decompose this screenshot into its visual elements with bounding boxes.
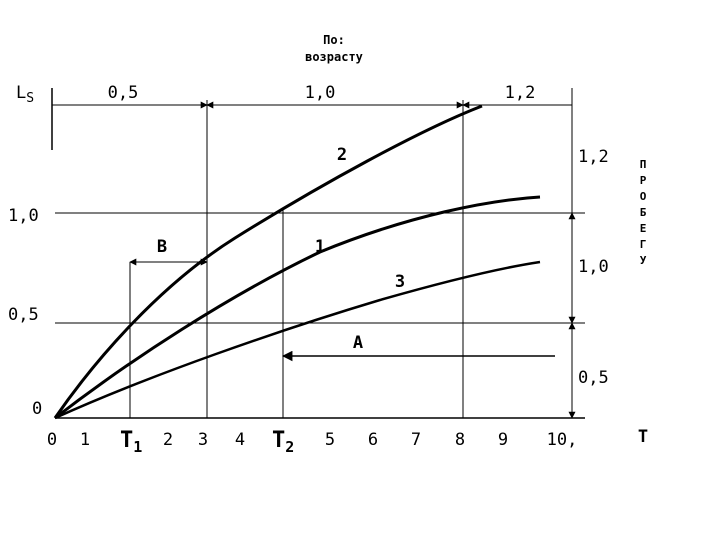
side-letter: П	[640, 158, 647, 171]
marker-b-label: B	[157, 237, 167, 257]
curve-3	[54, 260, 541, 420]
side-letter: Р	[640, 174, 647, 187]
top-segment-label-3: 1,2	[505, 83, 536, 103]
right-tick-0-5: 0,5	[578, 368, 609, 388]
header-line-2: возрасту	[305, 50, 363, 64]
curve-1	[54, 195, 541, 420]
x-tick-T1: T1	[120, 428, 142, 456]
x-tick-10: 10,	[547, 430, 578, 450]
side-letter: Е	[640, 222, 647, 235]
top-segment-label-2: 1,0	[305, 83, 336, 103]
x-tick-1: 1	[80, 430, 90, 450]
x-tick-9: 9	[498, 430, 508, 450]
side-label-probegu: П Р О Б Е Г У	[640, 158, 647, 267]
marker-a-label: A	[353, 333, 363, 353]
curve-label-1: 1	[315, 237, 325, 257]
x-tick-8: 8	[455, 430, 465, 450]
x-tick-6: 6	[368, 430, 378, 450]
curve-label-3: 3	[395, 272, 405, 292]
curve-label-2: 2	[337, 145, 347, 165]
x-tick-T2: T2	[272, 428, 294, 456]
right-tick-1-0: 1,0	[578, 257, 609, 277]
right-tick-1-2: 1,2	[578, 147, 609, 167]
x-tick-5: 5	[325, 430, 335, 450]
ls-axis-label: LS	[16, 83, 34, 106]
side-letter: О	[640, 190, 647, 203]
side-letter: Б	[640, 206, 647, 219]
left-tick-0-5: 0,5	[8, 305, 39, 325]
header-line-1: По:	[323, 33, 345, 47]
x-tick-2: 2	[163, 430, 173, 450]
x-tick-7: 7	[411, 430, 421, 450]
x-tick-4: 4	[235, 430, 245, 450]
side-letter: Г	[640, 238, 647, 251]
x-tick-0: 0	[47, 430, 57, 450]
curve-2	[53, 104, 483, 419]
side-letter: У	[640, 254, 647, 267]
left-tick-0: 0	[32, 399, 42, 419]
left-tick-1-0: 1,0	[8, 206, 39, 226]
top-segment-label-1: 0,5	[108, 83, 139, 103]
x-axis-label: T	[638, 427, 648, 447]
x-tick-3: 3	[198, 430, 208, 450]
